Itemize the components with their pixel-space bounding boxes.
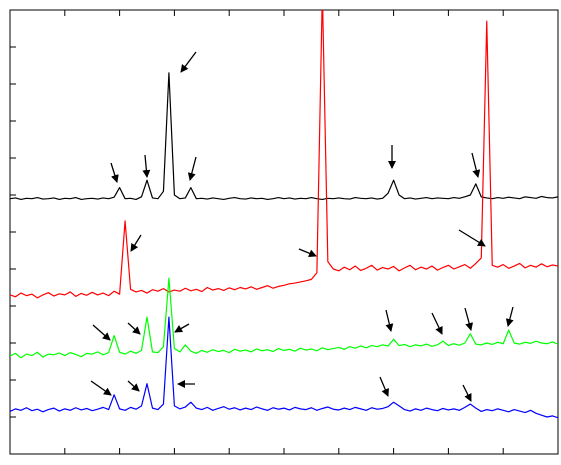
spectrum-line bbox=[10, 72, 558, 201]
arrow bbox=[298, 248, 317, 258]
spectrum-line bbox=[10, 10, 558, 299]
arrow bbox=[90, 380, 112, 396]
arrow bbox=[92, 324, 111, 341]
arrow bbox=[385, 309, 394, 332]
spectrum-line bbox=[10, 316, 558, 419]
arrow bbox=[462, 384, 472, 402]
arrow bbox=[174, 323, 190, 333]
arrow bbox=[471, 152, 481, 178]
arrow bbox=[458, 229, 486, 247]
arrow bbox=[187, 156, 197, 181]
arrow bbox=[505, 306, 514, 327]
arrow bbox=[464, 307, 474, 331]
arrow bbox=[127, 380, 140, 392]
arrow bbox=[142, 154, 151, 178]
arrow bbox=[127, 322, 141, 335]
arrow bbox=[431, 312, 443, 335]
spectrum-line bbox=[10, 277, 558, 359]
arrow bbox=[130, 234, 142, 252]
annotation-arrows bbox=[90, 51, 514, 402]
plot-area bbox=[10, 10, 558, 419]
arrow bbox=[110, 162, 119, 183]
arrow bbox=[379, 376, 389, 397]
plot-frame bbox=[9, 9, 559, 455]
arrow bbox=[180, 51, 197, 73]
